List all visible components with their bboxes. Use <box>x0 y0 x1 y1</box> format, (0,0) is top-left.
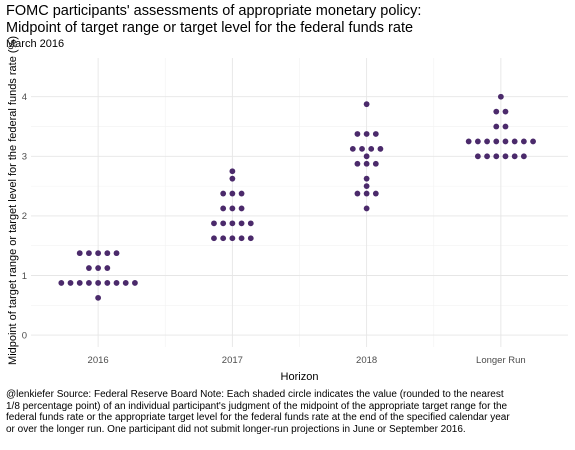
dot-point <box>238 235 245 242</box>
dot-point <box>220 190 227 197</box>
dot-point <box>493 108 500 115</box>
dot-point <box>502 123 509 130</box>
dot-point <box>229 205 236 212</box>
dot-point <box>95 265 102 271</box>
dot-point <box>363 153 370 160</box>
dot-point <box>67 280 74 286</box>
dot-point <box>76 280 83 286</box>
dot-point <box>104 250 111 257</box>
dot-point <box>122 280 129 286</box>
x-axis-title: Horizon <box>281 371 319 383</box>
x-tick-label: 2017 <box>222 355 243 366</box>
dot-point <box>238 190 245 197</box>
dot-point <box>95 250 102 257</box>
dot-point <box>113 280 120 286</box>
dot-point <box>220 220 227 227</box>
dot-point <box>484 138 490 145</box>
dot-point <box>349 145 356 152</box>
dot-point <box>502 153 509 160</box>
dot-point <box>220 235 227 242</box>
dot-point <box>363 175 370 182</box>
dot-point <box>220 205 227 212</box>
x-tick-label: 2018 <box>356 355 377 366</box>
dot-point <box>238 205 245 212</box>
chart-subtitle: March 2016 <box>6 38 65 50</box>
y-tick-label: 3 <box>22 152 27 163</box>
dot-point <box>211 235 217 242</box>
dot-point <box>86 265 92 271</box>
y-tick-label: 2 <box>22 211 27 222</box>
dot-point <box>363 190 370 197</box>
dot-point <box>363 131 370 137</box>
dot-point <box>363 205 370 212</box>
dot-point <box>247 220 254 227</box>
dot-point <box>484 153 490 160</box>
dot-point <box>104 265 111 271</box>
dot-point <box>229 190 236 197</box>
x-tick-label: 2016 <box>88 355 109 366</box>
dot-point <box>86 250 92 257</box>
dot-point <box>104 280 111 286</box>
dot-point <box>465 138 472 145</box>
y-tick-label: 0 <box>22 330 27 341</box>
y-axis-title: Midpoint of target range or target level… <box>7 36 19 365</box>
dot-point <box>211 220 217 227</box>
dot-point <box>368 145 375 152</box>
dot-point <box>354 131 361 137</box>
dot-point <box>229 168 236 175</box>
dot-point <box>58 280 65 286</box>
dot-point <box>363 101 370 108</box>
dot-point <box>372 190 379 197</box>
dot-point <box>95 280 102 286</box>
dot-point <box>520 153 527 160</box>
dot-point <box>354 190 361 197</box>
dot-point <box>474 153 481 160</box>
dot-point <box>132 280 138 286</box>
dot-point <box>493 123 500 130</box>
dot-point <box>511 153 518 160</box>
dot-point <box>497 93 504 100</box>
dot-point <box>520 138 527 145</box>
dot-point <box>238 220 245 227</box>
dot-point <box>229 235 236 242</box>
dot-point <box>377 145 384 152</box>
dot-point <box>95 294 102 301</box>
dot-point <box>86 280 92 286</box>
dot-point <box>354 160 361 167</box>
dot-point <box>76 250 83 257</box>
dot-point <box>363 160 370 167</box>
dot-point <box>363 183 370 190</box>
chart-caption: @lenkiefer Source: Federal Reserve Board… <box>6 389 510 435</box>
y-tick-label: 1 <box>22 271 27 282</box>
dot-point <box>229 175 236 182</box>
dot-point <box>502 108 509 115</box>
dot-point <box>247 235 254 242</box>
dot-point <box>493 153 500 160</box>
dot-point <box>530 138 536 145</box>
dot-point <box>113 250 120 257</box>
dot-point <box>511 138 518 145</box>
dot-point <box>372 131 379 137</box>
dot-point <box>372 160 379 167</box>
dot-point <box>229 220 236 227</box>
dot-point <box>359 145 365 152</box>
dot-point <box>493 138 500 145</box>
dot-plot: 0 1 2 3 4 2016 2017 2018 Longer Run Horizon Midpoi… <box>7 36 568 383</box>
chart-title: FOMC participants' assessments of approp… <box>6 3 422 36</box>
y-tick-label: 4 <box>22 92 27 103</box>
dot-point <box>502 138 509 145</box>
x-tick-label: Longer Run <box>476 355 526 366</box>
dot-point <box>474 138 481 145</box>
